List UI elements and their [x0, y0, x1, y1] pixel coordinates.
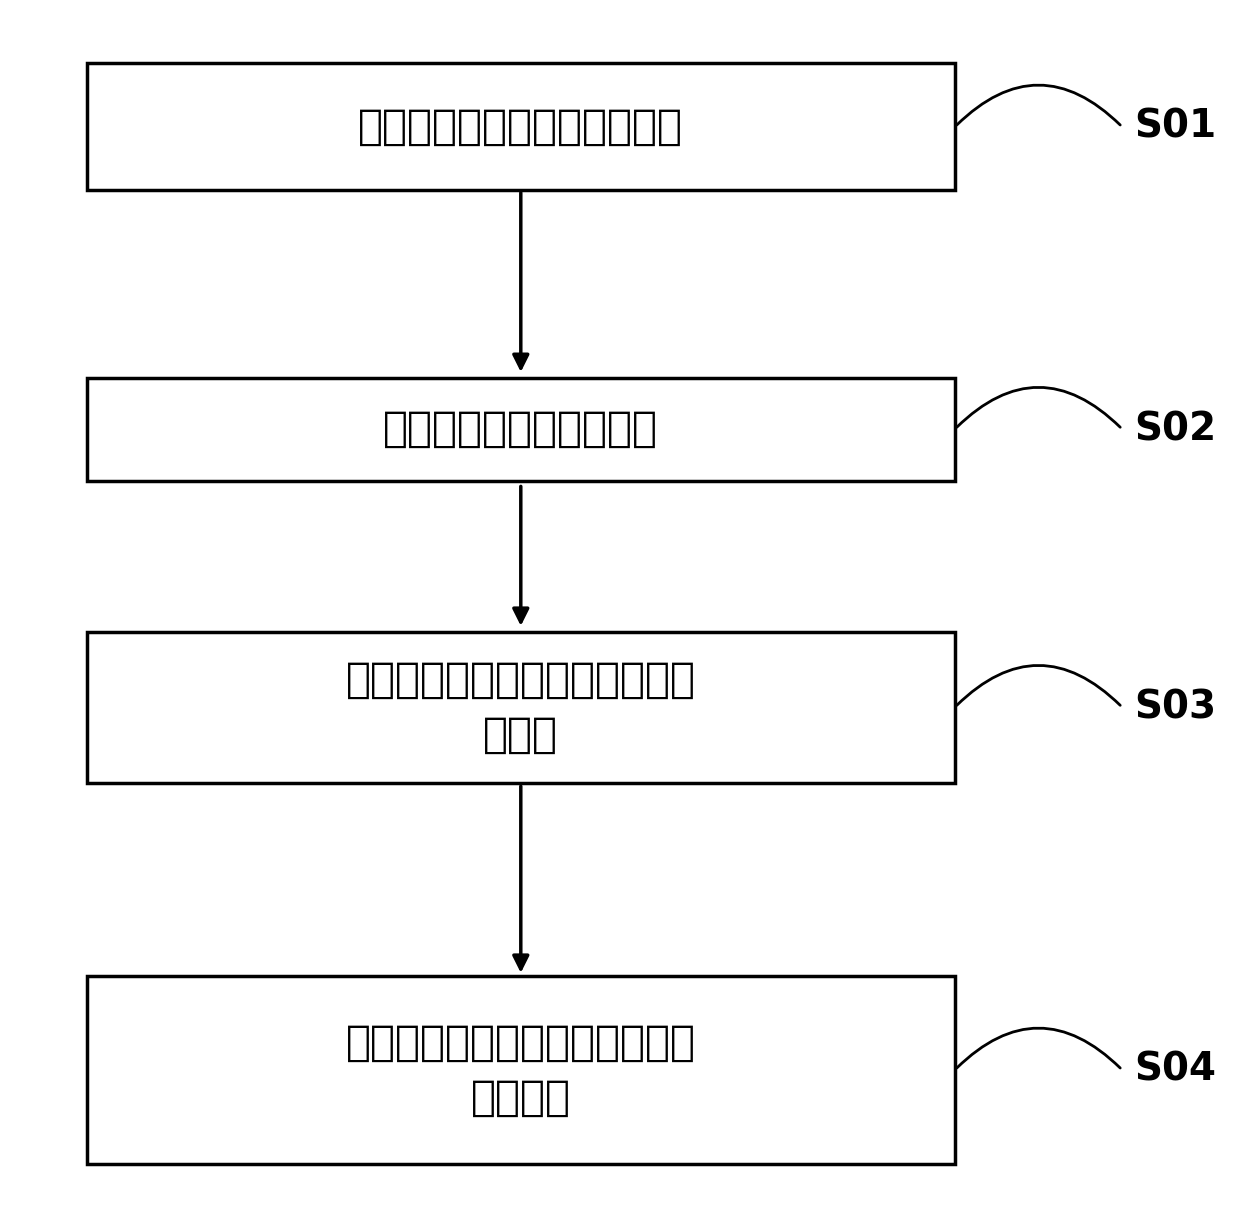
Text: 向乳液中加入有机胺单体进行聚
合反应: 向乳液中加入有机胺单体进行聚 合反应: [346, 659, 696, 756]
Text: S04: S04: [1135, 1051, 1216, 1089]
Text: 将油相混合物配制成乳液: 将油相混合物配制成乳液: [383, 409, 658, 450]
Text: 配制含鳞片石墨的油相混合物: 配制含鳞片石墨的油相混合物: [358, 106, 683, 147]
Text: S03: S03: [1135, 688, 1216, 727]
FancyBboxPatch shape: [87, 64, 955, 190]
Text: 将生成的相变微胶囊进行洗涤、
干燥处理: 将生成的相变微胶囊进行洗涤、 干燥处理: [346, 1022, 696, 1118]
Text: S02: S02: [1135, 410, 1216, 449]
FancyBboxPatch shape: [87, 631, 955, 783]
Text: S01: S01: [1135, 108, 1216, 146]
FancyBboxPatch shape: [87, 977, 955, 1163]
FancyBboxPatch shape: [87, 377, 955, 480]
